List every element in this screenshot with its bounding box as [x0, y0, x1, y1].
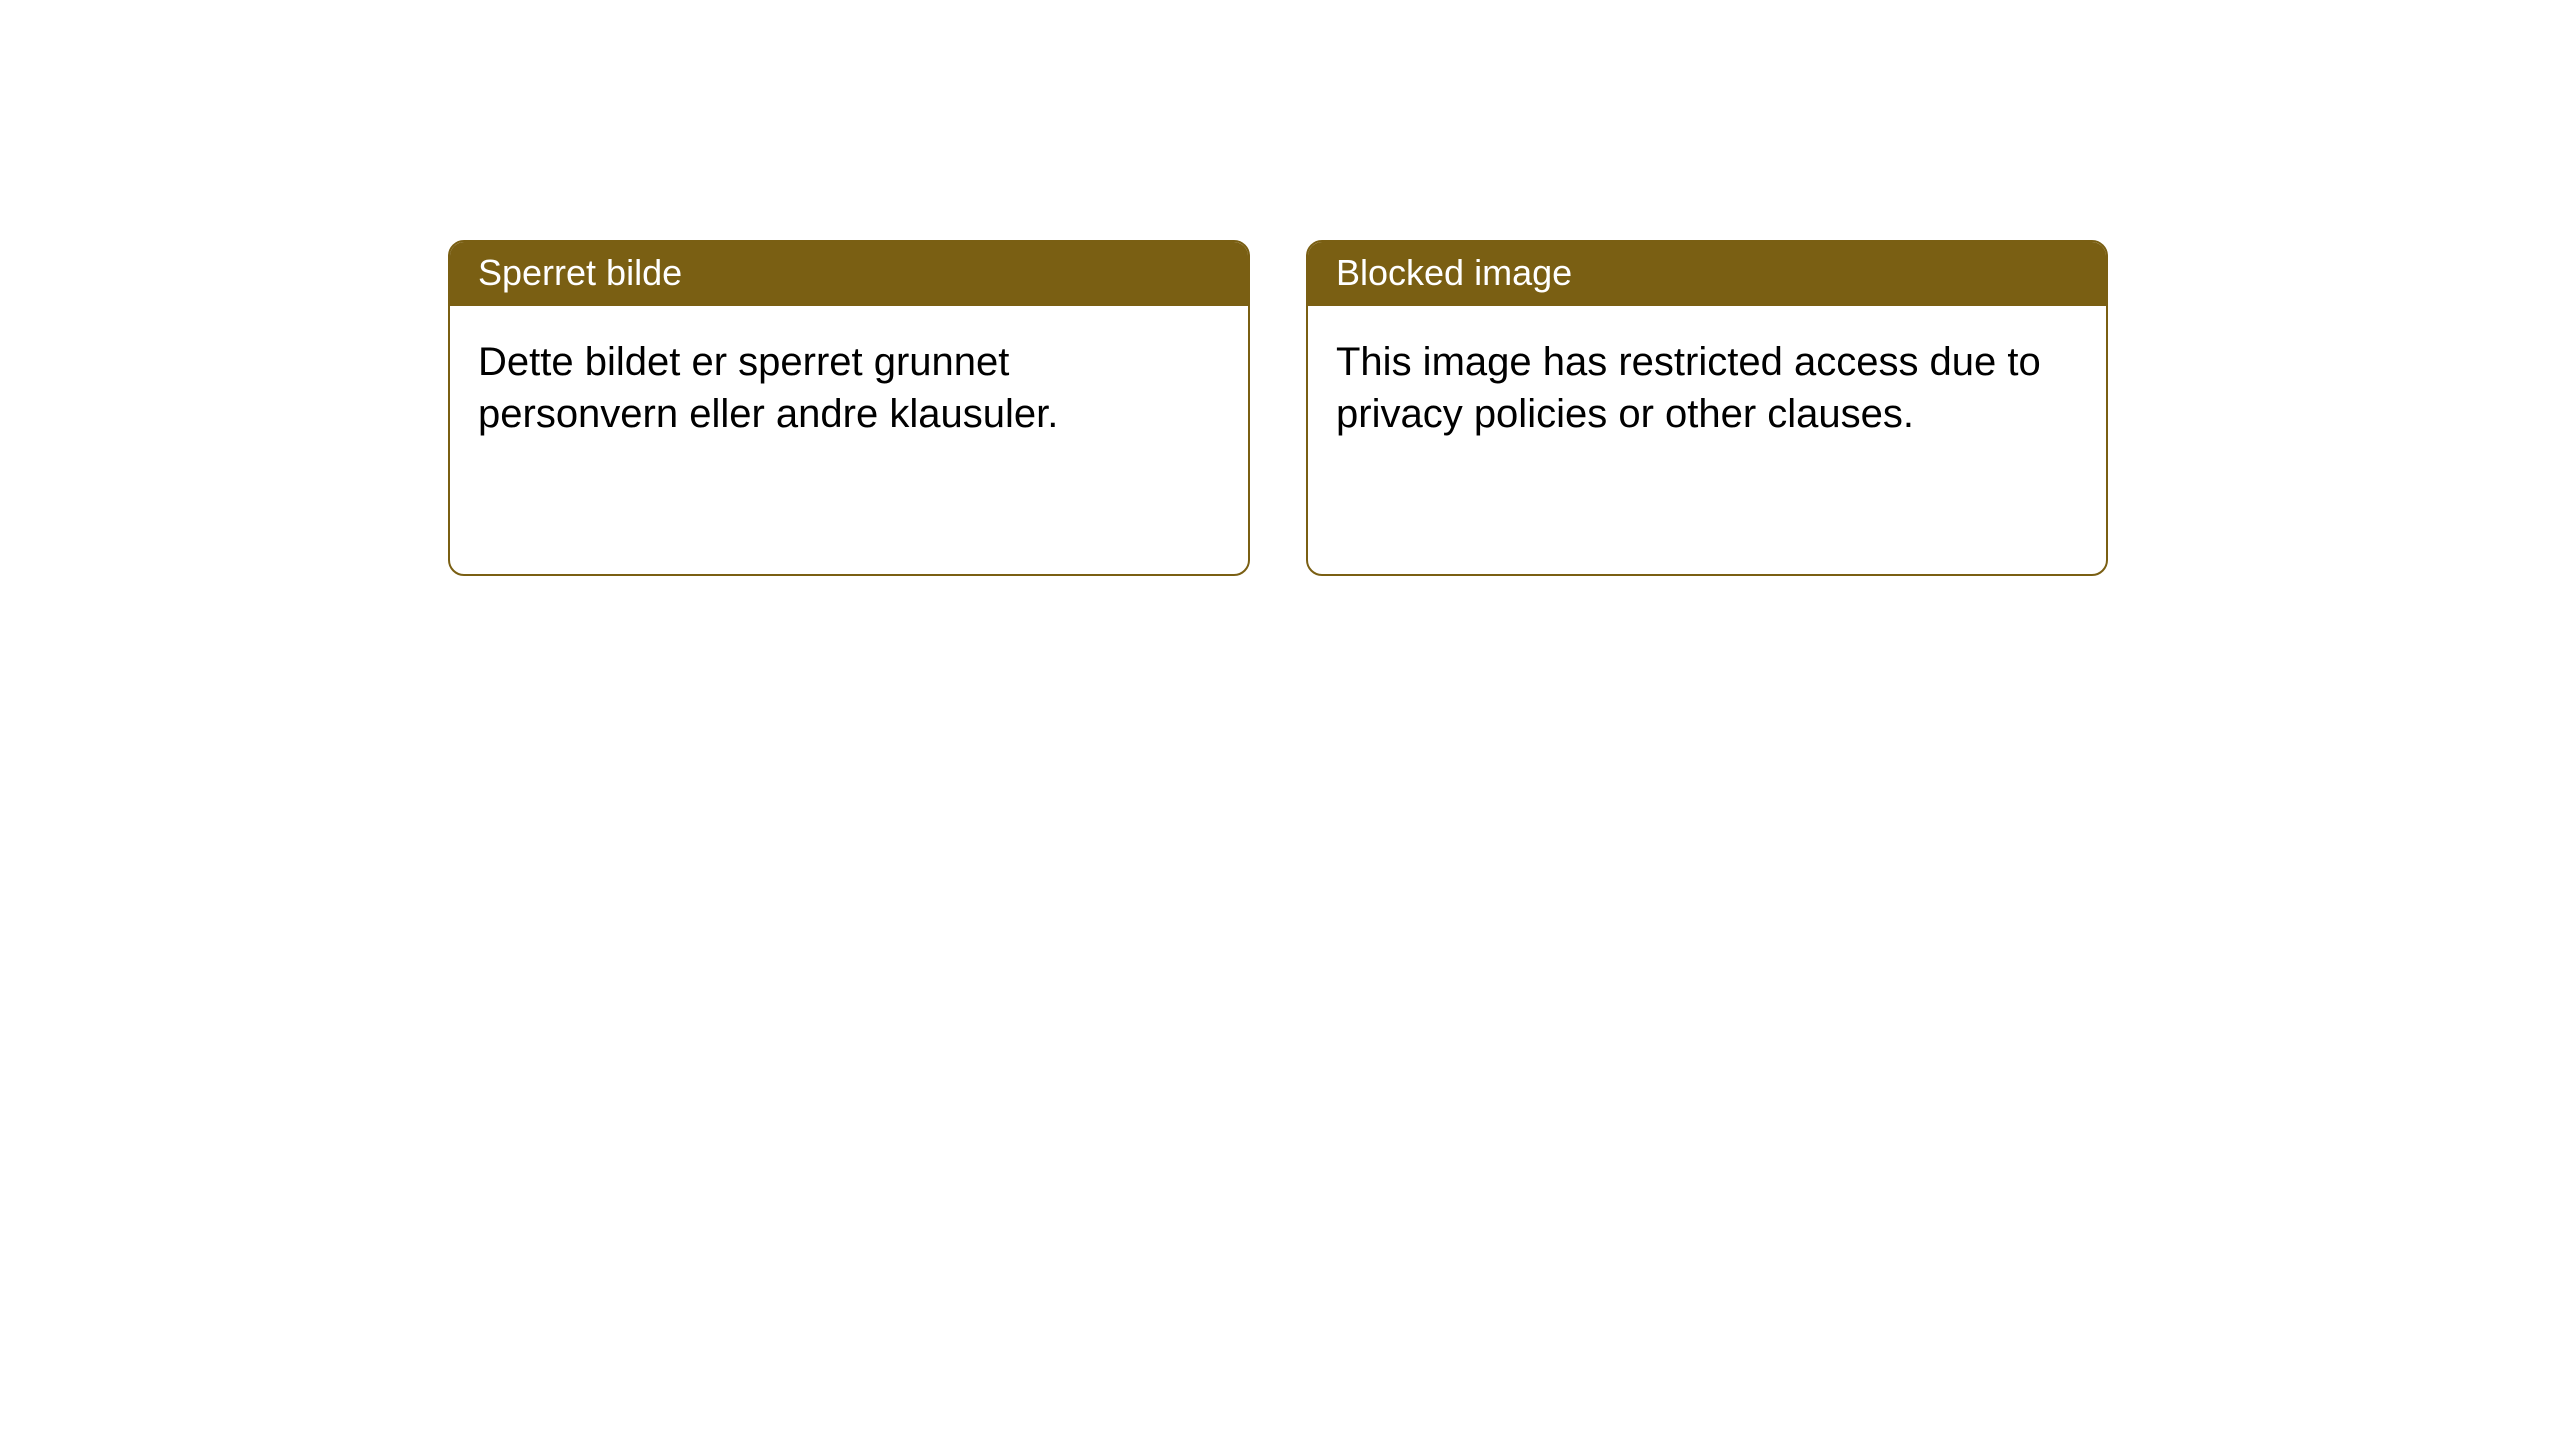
notice-card-body: Dette bildet er sperret grunnet personve…	[450, 306, 1248, 470]
notice-card-header: Sperret bilde	[450, 242, 1248, 306]
notice-card-body: This image has restricted access due to …	[1308, 306, 2106, 470]
notice-card-english: Blocked image This image has restricted …	[1306, 240, 2108, 576]
notice-card-header: Blocked image	[1308, 242, 2106, 306]
notice-card-title: Blocked image	[1336, 252, 1572, 293]
notice-card-message: This image has restricted access due to …	[1336, 340, 2041, 436]
notice-card-title: Sperret bilde	[478, 252, 682, 293]
notice-cards-container: Sperret bilde Dette bildet er sperret gr…	[448, 240, 2108, 576]
notice-card-message: Dette bildet er sperret grunnet personve…	[478, 340, 1058, 436]
notice-card-norwegian: Sperret bilde Dette bildet er sperret gr…	[448, 240, 1250, 576]
